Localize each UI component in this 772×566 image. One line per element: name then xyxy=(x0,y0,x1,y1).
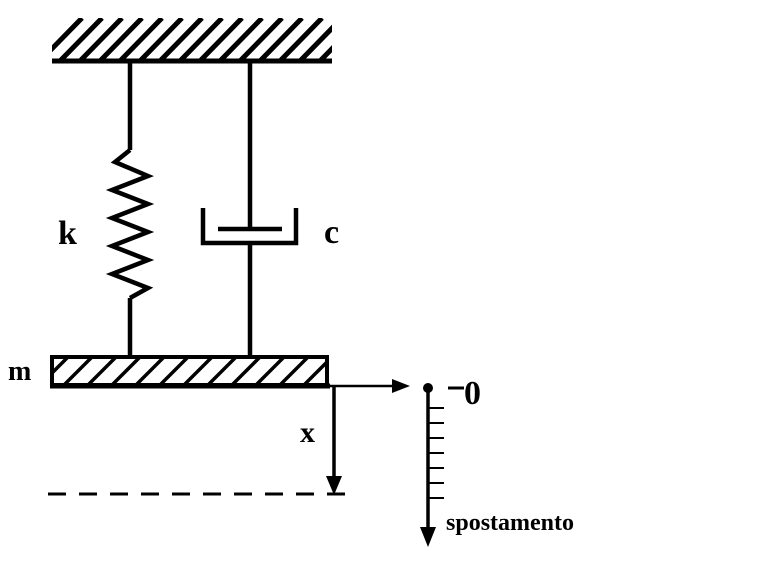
hatch-stroke xyxy=(340,18,382,61)
spring xyxy=(105,61,155,357)
arrow-icon xyxy=(392,379,410,393)
hatch-stroke xyxy=(98,18,144,60)
hatch-stroke xyxy=(138,18,184,60)
label-spostamento: spostamento xyxy=(446,510,574,536)
hatch-stroke xyxy=(298,24,332,60)
hatch-stroke xyxy=(178,18,224,60)
hatch-stroke xyxy=(158,357,190,385)
label-zero: 0 xyxy=(464,375,481,412)
hatch-stroke xyxy=(58,18,104,60)
hatch-stroke xyxy=(326,383,327,384)
hatch-stroke xyxy=(206,357,238,385)
scale-ticks xyxy=(428,407,444,499)
damper xyxy=(200,61,299,357)
hatch-stroke xyxy=(182,357,214,385)
label-k: k xyxy=(58,215,77,252)
reference-arrow xyxy=(328,379,410,393)
hatch-stroke xyxy=(110,357,142,385)
hatch-stroke xyxy=(302,359,327,385)
arrow-down-icon xyxy=(326,476,342,495)
arrow-down-icon xyxy=(420,527,436,547)
displacement-scale xyxy=(420,383,464,547)
ground-hatching xyxy=(52,18,382,61)
hatch-stroke xyxy=(198,18,244,60)
hatch-stroke xyxy=(278,18,324,60)
fixed-support xyxy=(52,18,382,64)
hatch-stroke xyxy=(158,18,204,60)
hatch-stroke xyxy=(218,18,264,60)
mass-block xyxy=(50,355,330,389)
hatch-stroke xyxy=(134,357,166,385)
hatch-stroke xyxy=(52,357,70,376)
label-c: c xyxy=(324,214,339,251)
spring-zigzag-icon xyxy=(105,148,155,300)
hatch-stroke xyxy=(258,18,304,60)
hatch-stroke xyxy=(62,357,94,385)
label-x: x xyxy=(300,416,315,449)
mass-hatching xyxy=(52,357,327,385)
hatch-stroke xyxy=(86,357,118,385)
hatch-stroke xyxy=(78,18,124,60)
hatch-stroke xyxy=(278,357,310,385)
hatch-stroke xyxy=(254,357,286,385)
hatch-stroke xyxy=(238,18,284,60)
hatch-stroke xyxy=(230,357,262,385)
label-m: m xyxy=(8,356,31,387)
hatch-stroke xyxy=(318,45,332,60)
displacement-arrow xyxy=(326,386,342,495)
hatch-stroke xyxy=(52,18,84,53)
hatch-stroke xyxy=(118,18,164,60)
